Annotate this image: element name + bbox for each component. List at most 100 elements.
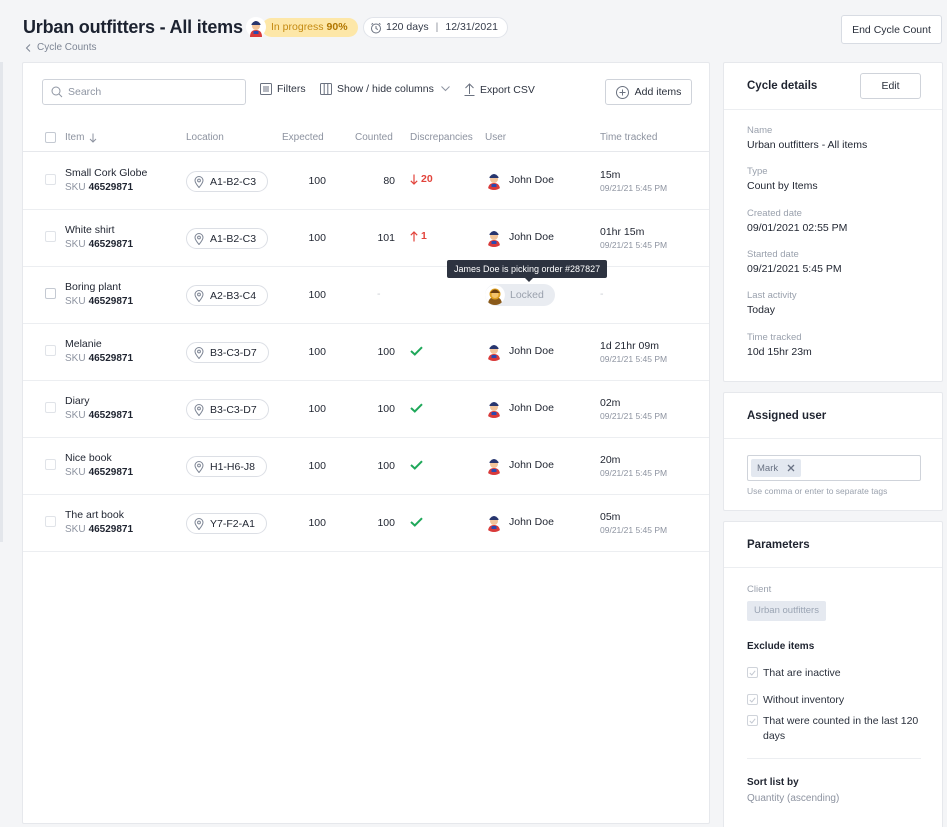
breadcrumb-link[interactable]: Cycle Counts (37, 42, 97, 53)
location-pin-icon (194, 460, 204, 473)
item-name: Diary (65, 395, 90, 407)
location-pin-icon (194, 175, 204, 188)
progress-badge: In progress 90% (262, 18, 358, 37)
exclude-checkbox[interactable] (747, 715, 758, 726)
row-checkbox[interactable] (45, 459, 56, 470)
user-avatar (484, 170, 504, 190)
due-date: 12/31/2021 (445, 21, 498, 33)
item-sku: SKU 46529871 (65, 410, 133, 421)
user-tag-label: Mark (757, 462, 779, 474)
add-items-label: Add items (634, 86, 682, 98)
location-badge: Y7-F2-A1 (186, 513, 267, 534)
cycle-details-title: Cycle details (747, 80, 818, 92)
time-timestamp: 09/21/21 5:45 PM (600, 240, 668, 250)
column-counted[interactable]: Counted (355, 132, 393, 143)
client-label: Client (747, 584, 772, 595)
table-row[interactable]: White shirt SKU 46529871 A1-B2-C3 100 101 1 Joh… (23, 210, 709, 267)
item-sku: SKU 46529871 (65, 182, 133, 193)
table-row[interactable]: Melanie SKU 46529871 B3-C3-D7 100 100 John Doe… (23, 324, 709, 381)
row-checkbox[interactable] (45, 402, 56, 413)
close-icon[interactable] (787, 464, 795, 472)
plus-circle-icon (615, 85, 629, 99)
table-row[interactable]: Nice book SKU 46529871 H1-H6-J8 100 100 John D… (23, 438, 709, 495)
search-box[interactable] (42, 79, 246, 105)
divider (724, 567, 942, 568)
user-name: John Doe (509, 231, 554, 243)
row-checkbox[interactable] (45, 231, 56, 242)
search-input[interactable] (68, 86, 228, 98)
assigned-user-card: Assigned user Mark Use comma or enter to… (723, 392, 943, 511)
end-cycle-count-button[interactable]: End Cycle Count (841, 15, 942, 44)
check-icon (749, 717, 756, 724)
add-items-button[interactable]: Add items (605, 79, 692, 105)
export-csv-button[interactable]: Export CSV (464, 83, 535, 96)
row-checkbox[interactable] (45, 345, 56, 356)
column-expected[interactable]: Expected (282, 132, 324, 143)
sku-value: 46529871 (88, 239, 134, 250)
select-all-checkbox[interactable] (45, 132, 56, 143)
edit-button[interactable]: Edit (860, 73, 921, 99)
expected-value: 100 (308, 346, 326, 358)
client-chip: Urban outfitters (747, 601, 826, 621)
show-hide-columns-button[interactable]: Show / hide columns (320, 83, 450, 95)
row-checkbox[interactable] (45, 174, 56, 185)
time-tracked: 1d 21hr 09m (600, 340, 659, 352)
table-row[interactable]: The art book SKU 46529871 Y7-F2-A1 100 100 Joh… (23, 495, 709, 552)
duration-days: 120 days (386, 21, 429, 33)
breadcrumb[interactable]: Cycle Counts (25, 42, 96, 53)
time-timestamp: 09/21/21 5:45 PM (600, 183, 668, 193)
location-badge: B3-C3-D7 (186, 342, 269, 363)
user-name: John Doe (509, 516, 554, 528)
table-row[interactable]: Boring plant SKU 46529871 A2-B3-C4 100 - Locke… (23, 267, 709, 324)
duration-badge: 120 days | 12/31/2021 (363, 17, 508, 38)
user-cell: John Doe (484, 227, 554, 247)
expected-value: 100 (308, 517, 326, 529)
exclude-option[interactable]: That were counted in the last 120 days (747, 714, 921, 744)
location-badge: A1-B2-C3 (186, 171, 269, 192)
clock-icon (371, 22, 381, 33)
detail-value: Today (747, 304, 776, 317)
arrow-down-icon (410, 174, 418, 185)
detail-value: Count by Items (747, 180, 818, 193)
column-discrepancies[interactable]: Discrepancies (410, 132, 473, 143)
user-avatar (246, 17, 266, 37)
table-row[interactable]: Small Cork Globe SKU 46529871 A1-B2-C3 100 80… (23, 153, 709, 210)
exclude-checkbox[interactable] (747, 694, 758, 705)
chevron-down-icon (441, 86, 450, 92)
detail-label: Name (747, 125, 773, 136)
exclude-checkbox[interactable] (747, 667, 758, 678)
exclude-option[interactable]: Without inventory (747, 693, 921, 708)
column-item[interactable]: Item (65, 132, 97, 143)
location-pin-icon (194, 403, 204, 416)
sku-value: 46529871 (88, 353, 134, 364)
user-cell: John Doe (484, 398, 554, 418)
time-tracked: - (600, 288, 604, 300)
detail-label: Type (747, 166, 768, 178)
location-pin-icon (194, 517, 204, 530)
row-checkbox[interactable] (45, 516, 56, 527)
counted-value: - (377, 288, 381, 300)
search-icon (51, 86, 63, 98)
filter-icon (260, 83, 272, 95)
time-timestamp: 09/21/21 5:45 PM (600, 525, 668, 535)
time-timestamp: 09/21/21 5:45 PM (600, 468, 668, 478)
filters-button[interactable]: Filters (260, 83, 306, 95)
item-sku: SKU 46529871 (65, 524, 133, 535)
column-time-tracked[interactable]: Time tracked (600, 132, 658, 143)
time-tracked: 15m (600, 169, 621, 181)
tag-helper-text: Use comma or enter to separate tags (747, 486, 888, 496)
exclude-option[interactable]: That are inactive (747, 666, 921, 681)
sku-label: SKU (65, 353, 86, 364)
chevron-left-icon (25, 43, 31, 52)
table-row[interactable]: Diary SKU 46529871 B3-C3-D7 100 100 John Doe 02… (23, 381, 709, 438)
assigned-user-input[interactable]: Mark (747, 455, 921, 481)
page-header: Urban outfitters - All items In progress… (0, 0, 947, 62)
row-checkbox[interactable] (45, 288, 56, 299)
user-cell: John Doe (484, 512, 554, 532)
column-location[interactable]: Location (186, 132, 224, 143)
column-user[interactable]: User (485, 132, 507, 143)
user-avatar (484, 455, 504, 475)
assigned-user-title: Assigned user (747, 410, 827, 422)
sku-value: 46529871 (88, 524, 134, 535)
location-pin-icon (194, 346, 204, 359)
